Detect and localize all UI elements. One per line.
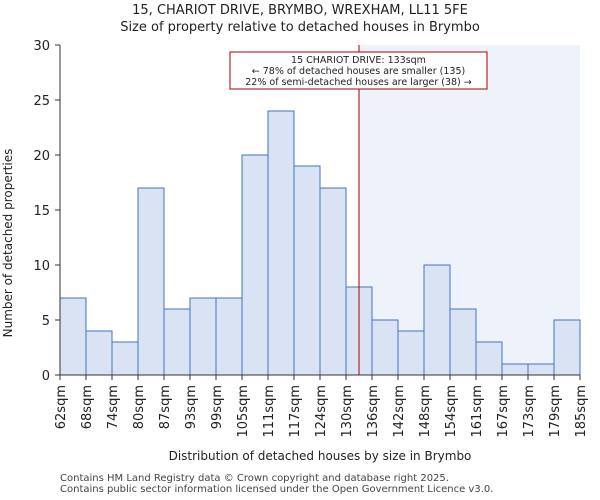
x-tick-label: 173sqm [522, 385, 537, 438]
x-tick-label: 154sqm [444, 385, 459, 438]
y-tick-label: 25 [33, 94, 50, 109]
histogram-bar [475, 341, 503, 376]
x-tick-label: 124sqm [314, 385, 329, 438]
histogram-bar [293, 165, 321, 376]
histogram-bar [527, 363, 555, 376]
x-tick-label: 142sqm [392, 385, 407, 438]
x-tick-label: 161sqm [470, 385, 485, 438]
y-tick-label: 15 [33, 204, 50, 219]
x-tick-label: 185sqm [574, 385, 589, 438]
x-tick-label: 74sqm [106, 385, 121, 429]
y-tick-label: 20 [33, 149, 50, 164]
x-tick-label: 99sqm [210, 385, 225, 429]
histogram-bar [371, 319, 399, 376]
chart-title: 15, CHARIOT DRIVE, BRYMBO, WREXHAM, LL11… [132, 3, 468, 18]
histogram-bar [267, 110, 295, 376]
y-tick-label: 0 [42, 369, 50, 384]
footer-copyright: Contains HM Land Registry data © Crown c… [60, 473, 449, 484]
histogram-bar [137, 187, 165, 376]
y-axis-label: Number of detached properties [1, 149, 15, 338]
y-tick-label: 5 [42, 314, 50, 329]
x-tick-label: 117sqm [288, 385, 303, 438]
histogram-bar [319, 187, 347, 376]
histogram-bar [189, 297, 217, 376]
x-tick-label: 167sqm [496, 385, 511, 438]
annotation-text: ← 78% of detached houses are smaller (13… [252, 66, 465, 77]
x-tick-label: 80sqm [132, 385, 147, 429]
histogram-bar [215, 297, 243, 376]
footer-licence: Contains public sector information licen… [60, 484, 494, 495]
histogram-bar [111, 341, 139, 376]
x-axis-label: Distribution of detached houses by size … [169, 449, 472, 463]
y-tick-label: 30 [33, 39, 50, 54]
x-tick-label: 87sqm [158, 385, 173, 429]
histogram-bar [449, 308, 477, 376]
histogram-bar [85, 330, 113, 376]
x-tick-label: 136sqm [366, 385, 381, 438]
x-tick-label: 111sqm [262, 385, 277, 438]
x-tick-label: 68sqm [80, 385, 95, 429]
histogram-bar [397, 330, 425, 376]
x-tick-label: 62sqm [54, 385, 69, 429]
x-tick-label: 179sqm [548, 385, 563, 438]
annotation-text: 15 CHARIOT DRIVE: 133sqm [291, 55, 426, 66]
histogram-bar [501, 363, 529, 376]
x-tick-label: 148sqm [418, 385, 433, 438]
histogram-bar [423, 264, 451, 376]
histogram-bar [163, 308, 191, 376]
annotation-text: 22% of semi-detached houses are larger (… [245, 77, 472, 88]
histogram-bar [553, 319, 581, 376]
x-tick-label: 93sqm [184, 385, 199, 429]
annotation-box [229, 51, 488, 90]
histogram-bar [241, 154, 269, 376]
y-tick-label: 10 [33, 259, 50, 274]
histogram-bar [59, 297, 87, 376]
x-tick-label: 130sqm [340, 385, 355, 438]
x-tick-label: 105sqm [236, 385, 251, 438]
chart-subtitle: Size of property relative to detached ho… [120, 20, 480, 35]
